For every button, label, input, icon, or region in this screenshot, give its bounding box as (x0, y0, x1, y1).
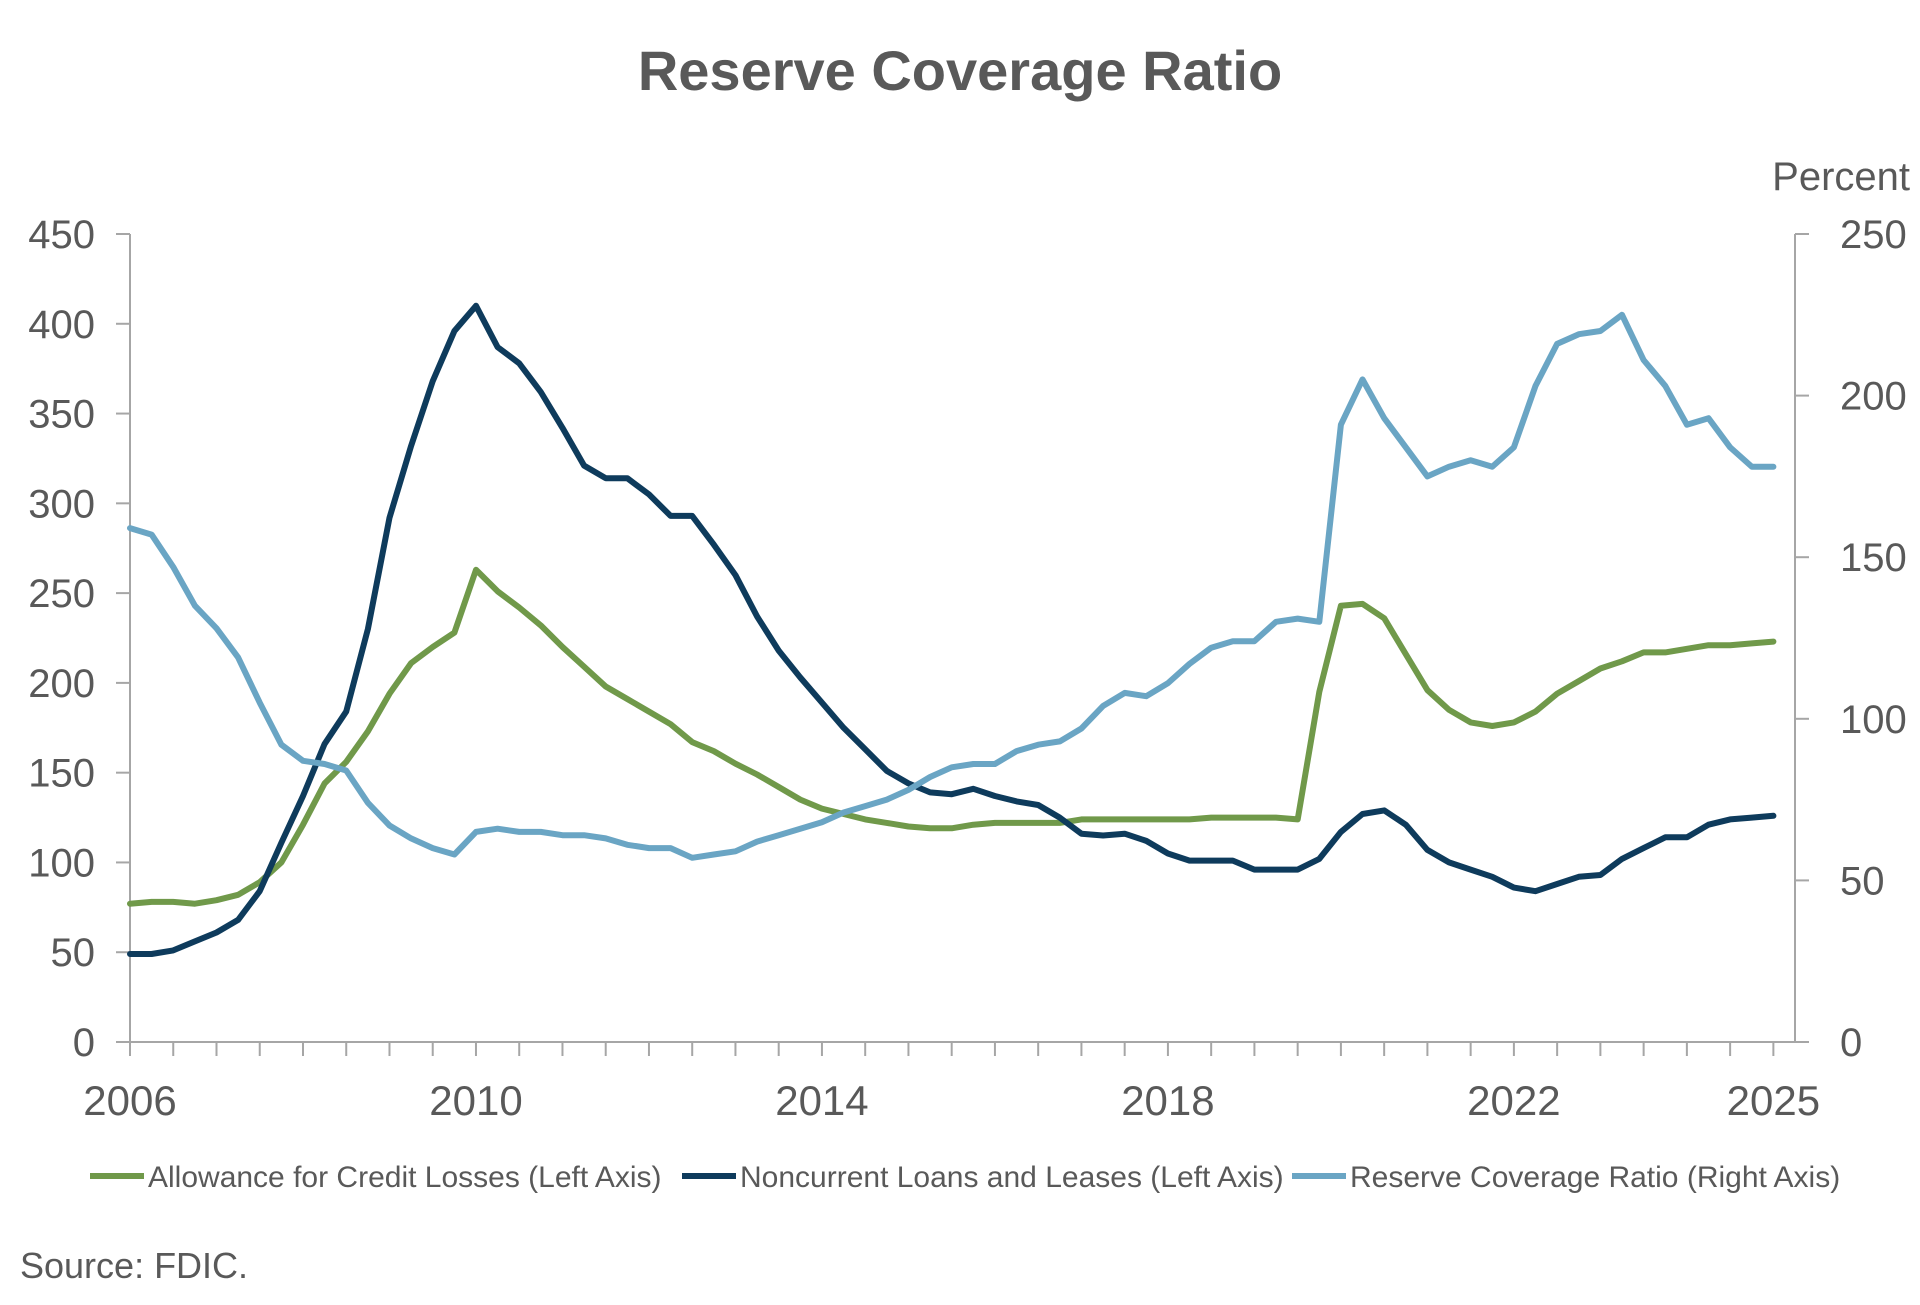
left-y-tick-label: 50 (51, 931, 96, 975)
chart-title: Reserve Coverage Ratio (637, 39, 1283, 102)
left-y-tick-label: 0 (73, 1021, 95, 1065)
left-y-tick-label: 400 (28, 303, 95, 347)
right-y-tick-label: 200 (1840, 375, 1907, 419)
source-note: Source: FDIC. (20, 1245, 249, 1286)
series-line-3 (127, 311, 1777, 861)
left-y-tick-label: 350 (28, 393, 95, 437)
left-y-tick-label: 150 (28, 752, 95, 796)
legend-label-3: Reserve Coverage Ratio (Right Axis) (1350, 1161, 1840, 1194)
x-tick-label: 2022 (1467, 1077, 1560, 1124)
right-y-tick-label: 100 (1840, 698, 1907, 742)
x-tick-label: 2010 (429, 1077, 522, 1124)
right-axis-label: Percent (1772, 155, 1910, 199)
left-y-tick-label: 200 (28, 662, 95, 706)
x-tick-label: 2006 (83, 1077, 176, 1124)
right-y-tick-label: 250 (1840, 213, 1907, 257)
legend-label-1: Allowance for Credit Losses (Left Axis) (148, 1161, 662, 1194)
x-tick-label: 2025 (1727, 1077, 1820, 1124)
legend-label-2: Noncurrent Loans and Leases (Left Axis) (740, 1161, 1284, 1194)
x-tick-label: 2014 (775, 1077, 868, 1124)
right-y-tick-label: 50 (1840, 859, 1885, 903)
right-y-tick-label: 150 (1840, 536, 1907, 580)
right-y-tick-label: 0 (1840, 1021, 1862, 1065)
left-y-tick-label: 300 (28, 482, 95, 526)
x-tick-label: 2018 (1121, 1077, 1214, 1124)
series-line-1 (127, 566, 1777, 907)
left-y-tick-label: 450 (28, 213, 95, 257)
left-y-tick-label: 100 (28, 841, 95, 885)
left-y-tick-label: 250 (28, 572, 95, 616)
series-line-2 (127, 302, 1777, 957)
